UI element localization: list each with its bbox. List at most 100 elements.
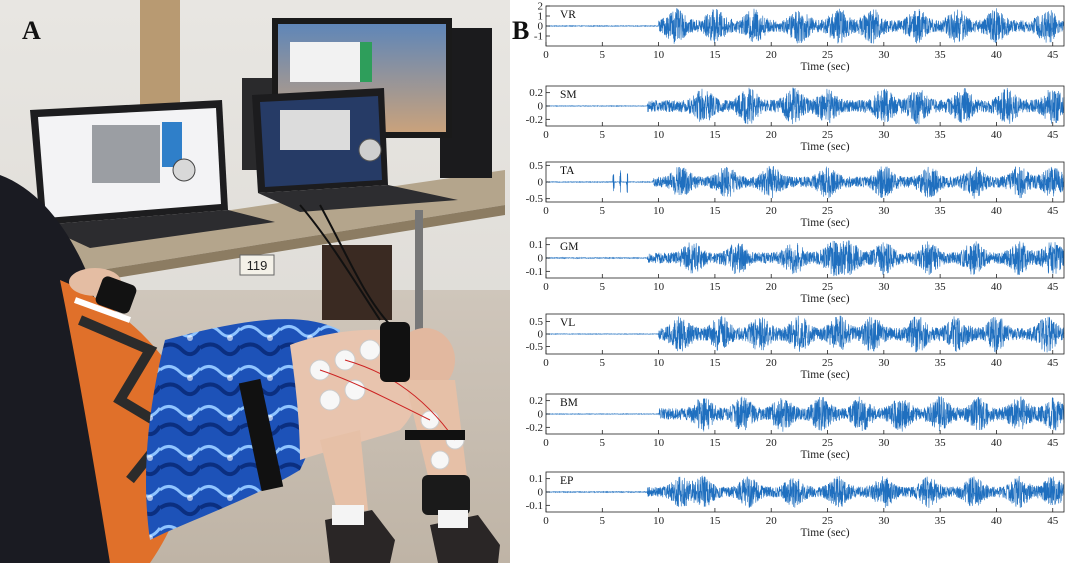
shirt-pattern <box>73 297 132 323</box>
x-tick-label: 35 <box>935 515 947 527</box>
signal-trace-ep <box>545 475 1065 508</box>
monitor-window <box>290 42 360 82</box>
laptop-right-window <box>280 110 350 150</box>
y-tick-label: 0 <box>538 101 544 113</box>
y-tick-label: 0 <box>538 329 544 341</box>
x-tick-label: 45 <box>1047 437 1059 449</box>
y-tick-label: 1 <box>538 11 544 23</box>
signal-trace-ta <box>545 166 1065 199</box>
x-tick-label: 30 <box>878 281 890 293</box>
y-tick-label: 0 <box>538 253 544 265</box>
channel-label: VL <box>560 317 575 329</box>
y-tick-label: 0.5 <box>529 160 543 172</box>
x-tick-label: 35 <box>935 129 947 141</box>
x-tick-label: 35 <box>935 357 947 369</box>
x-tick-label: 30 <box>878 357 890 369</box>
y-tick-label: -0.1 <box>526 266 543 278</box>
x-tick-label: 35 <box>935 49 947 61</box>
sensor-unit <box>380 322 410 382</box>
y-tick-label: -0.1 <box>526 500 543 512</box>
x-tick-label: 0 <box>543 205 549 217</box>
photo-illustration: 119 <box>0 0 510 563</box>
x-tick-label: 20 <box>766 49 778 61</box>
x-tick-label: 40 <box>991 205 1003 217</box>
x-tick-label: 20 <box>766 357 778 369</box>
x-tick-label: 5 <box>600 281 606 293</box>
x-tick-label: 45 <box>1047 129 1059 141</box>
y-tick-label: -0.2 <box>526 422 543 434</box>
y-tick-label: 2 <box>538 1 544 13</box>
channel-label: EP <box>560 475 573 487</box>
x-tick-label: 40 <box>991 515 1003 527</box>
x-tick-label: 15 <box>709 205 721 217</box>
x-tick-label: 25 <box>822 437 834 449</box>
sock <box>438 510 468 528</box>
x-axis-label: Time (sec) <box>800 369 849 381</box>
signal-trace-gm <box>545 240 1065 277</box>
x-axis-label: Time (sec) <box>800 141 849 153</box>
channel-label: SM <box>560 89 577 101</box>
channel-label: TA <box>560 165 575 177</box>
x-tick-label: 40 <box>991 281 1003 293</box>
emg-chart-bm: BM -0.20 0.2 0 5 10 15 20 25 30 35 40 45 Time (sec) <box>526 393 1065 461</box>
x-tick-label: 25 <box>822 129 834 141</box>
x-tick-label: 15 <box>709 49 721 61</box>
x-tick-label: 0 <box>543 437 549 449</box>
y-tick-label: -0.5 <box>526 193 544 205</box>
x-axis-label: Time (sec) <box>800 61 849 73</box>
x-tick-label: 20 <box>766 205 778 217</box>
x-tick-label: 20 <box>766 437 778 449</box>
x-tick-label: 25 <box>822 49 834 61</box>
thigh-strap <box>238 378 284 492</box>
signal-trace-sm <box>545 87 1065 125</box>
under-desk-cabinet <box>322 245 392 320</box>
x-tick-label: 15 <box>709 515 721 527</box>
cable <box>319 204 396 331</box>
x-tick-label: 45 <box>1047 281 1059 293</box>
channel-label: VR <box>560 9 576 21</box>
x-tick-label: 10 <box>653 437 665 449</box>
sock <box>332 505 364 525</box>
y-tick-label: -0.2 <box>526 114 543 126</box>
y-tick-label: 0.2 <box>529 87 543 99</box>
laptop-left-plot <box>92 125 160 183</box>
x-tick-label: 25 <box>822 357 834 369</box>
x-tick-label: 0 <box>543 281 549 293</box>
x-tick-label: 0 <box>543 129 549 141</box>
x-tick-label: 30 <box>878 205 890 217</box>
x-tick-label: 45 <box>1047 205 1059 217</box>
room-plate <box>239 254 275 276</box>
held-device <box>95 276 137 314</box>
x-axis-label: Time (sec) <box>800 527 849 539</box>
y-tick-label: 0.2 <box>529 395 543 407</box>
x-tick-label: 15 <box>709 357 721 369</box>
laptop-right-keyboard <box>258 185 458 212</box>
x-axis-label: Time (sec) <box>800 217 849 229</box>
y-tick-label: 0.1 <box>529 239 543 251</box>
shank-sensor-unit <box>422 475 470 515</box>
laptop-right-gauge <box>358 138 382 162</box>
room-number: 119 <box>247 258 268 273</box>
y-tick-label: 0 <box>538 21 544 33</box>
x-tick-label: 0 <box>543 357 549 369</box>
x-tick-label: 15 <box>709 129 721 141</box>
x-tick-label: 10 <box>653 281 665 293</box>
x-tick-label: 40 <box>991 49 1003 61</box>
desk-edge <box>70 205 505 285</box>
experiment-photo: 119 <box>0 0 510 563</box>
cable <box>299 204 381 321</box>
x-tick-label: 20 <box>766 515 778 527</box>
emg-chart-ep: EP -0.10 0.1 0 5 10 15 20 25 30 35 40 45 Time (sec) <box>526 471 1065 539</box>
monitor-panel <box>360 42 372 82</box>
x-tick-label: 40 <box>991 357 1003 369</box>
y-tick-label: -0.5 <box>526 341 544 353</box>
x-tick-label: 10 <box>653 357 665 369</box>
x-tick-label: 25 <box>822 205 834 217</box>
x-tick-label: 30 <box>878 437 890 449</box>
x-tick-label: 35 <box>935 437 947 449</box>
x-tick-label: 10 <box>653 49 665 61</box>
desk-leg <box>415 210 423 340</box>
